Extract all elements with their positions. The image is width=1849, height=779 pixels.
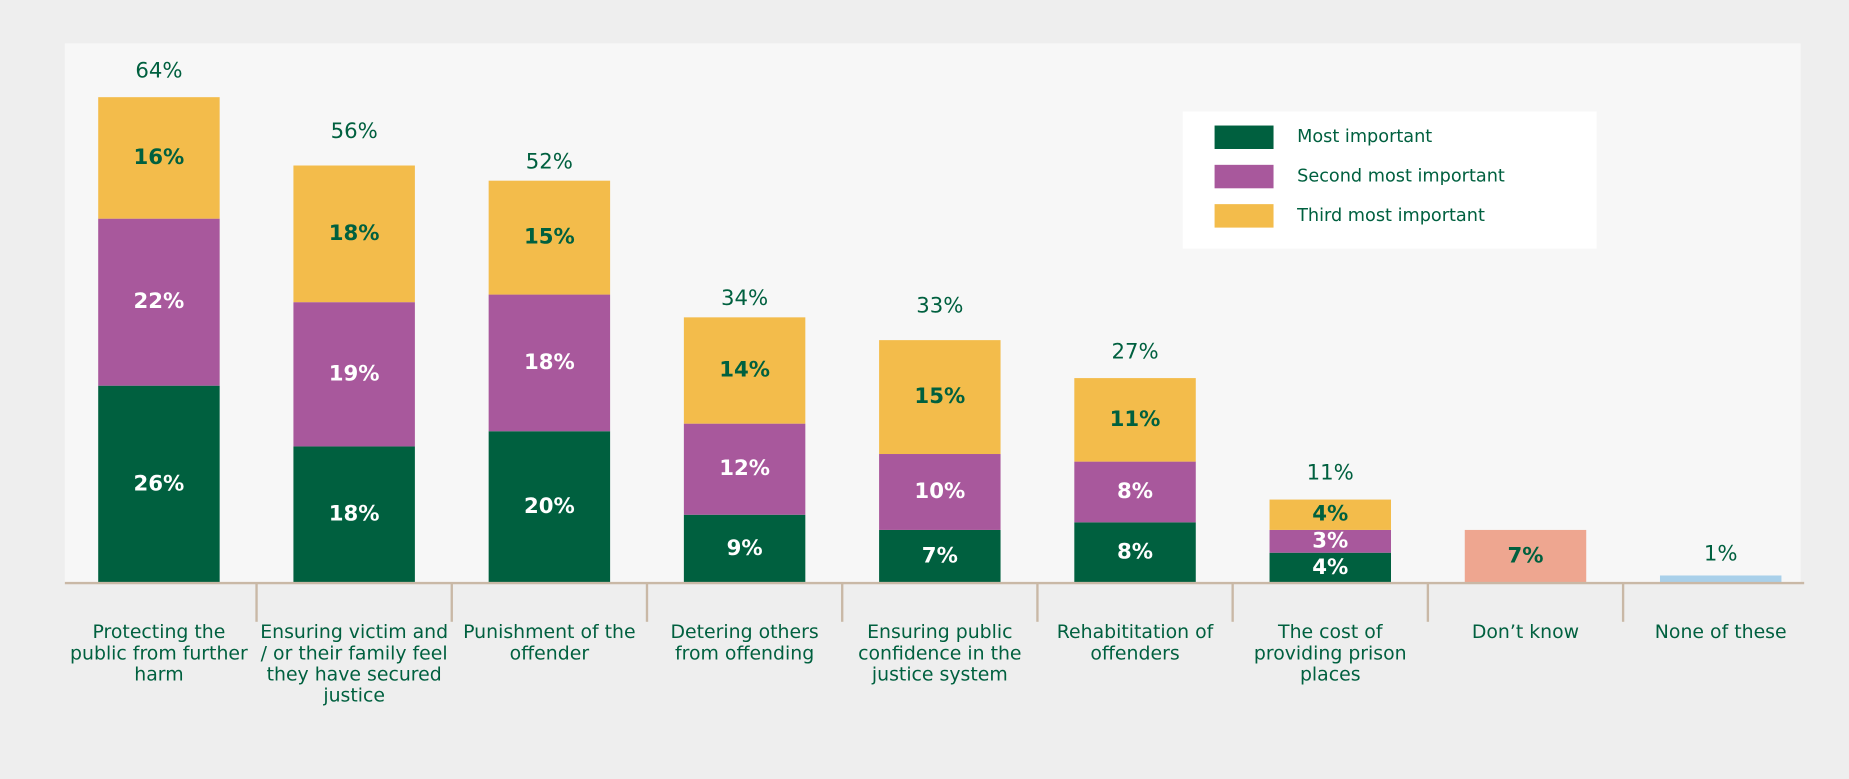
bar-segment — [488, 180, 611, 295]
bar-segment — [879, 340, 1001, 455]
x-tick-label: The cost of providing prison places — [1253, 620, 1407, 686]
segment-label: 12% — [719, 455, 770, 480]
total-label: 11% — [1307, 460, 1354, 485]
segment-label: 16% — [134, 144, 185, 169]
segment-label: 15% — [524, 224, 575, 249]
segment-label: 4% — [1312, 501, 1348, 526]
segment-label: 4% — [1312, 554, 1348, 579]
total-label: 27% — [1111, 338, 1158, 363]
legend-swatch — [1214, 125, 1274, 149]
x-tick-label: Don’t know — [1471, 620, 1580, 643]
segment-label: 3% — [1312, 527, 1348, 552]
total-label: 34% — [721, 285, 768, 310]
bar-segment — [1269, 552, 1391, 584]
total-label: 56% — [331, 118, 378, 143]
bar-segment — [98, 385, 220, 584]
segment-label: 22% — [134, 288, 185, 313]
bar-segment — [683, 514, 806, 584]
bar-segment — [293, 165, 415, 303]
segment-label: 26% — [134, 470, 185, 495]
bar-segment — [98, 218, 220, 386]
bar-segment — [488, 431, 611, 584]
segment-label: 11% — [1110, 406, 1161, 431]
segment-label: 7% — [922, 543, 958, 568]
segment-label: 18% — [329, 501, 380, 526]
total-label: 52% — [526, 149, 573, 174]
total-label: 33% — [916, 293, 963, 318]
bar-segment — [98, 97, 220, 219]
segment-label: 15% — [914, 383, 965, 408]
legend-swatch — [1214, 164, 1274, 189]
legend-swatch — [1214, 204, 1274, 228]
bar-label: 1% — [1704, 540, 1738, 565]
bar-segment — [488, 294, 611, 432]
segment-label: 14% — [719, 357, 770, 382]
x-tick-label: Punishment of the offender — [463, 620, 636, 665]
x-tick-label: Protecting the public from further harm — [70, 620, 248, 686]
bar-segment — [683, 423, 806, 515]
x-tick-label: Rehabititation of offenders — [1056, 620, 1214, 665]
bar-segment — [293, 446, 415, 584]
bar — [1659, 575, 1782, 584]
segment-label: 8% — [1117, 478, 1153, 503]
bar-segment — [1074, 378, 1196, 462]
segment-label: 18% — [329, 220, 380, 245]
bar-segment — [1074, 461, 1196, 523]
x-tick-label: Detering others from offending — [670, 620, 819, 665]
legend-label: Third most important — [1296, 206, 1485, 226]
x-tick-label: Ensuring public confidence in the justic… — [858, 620, 1022, 686]
bar-segment — [1269, 529, 1391, 553]
bar-segment — [683, 317, 806, 424]
legend-label: Second most important — [1297, 167, 1505, 187]
x-tick-label: None of these — [1654, 620, 1787, 643]
x-tick-label: Ensuring victim and / or their family fe… — [260, 620, 449, 707]
segment-label: 10% — [914, 478, 965, 503]
segment-label: 20% — [524, 493, 575, 518]
segment-label: 9% — [727, 535, 763, 560]
bar-segment — [879, 529, 1001, 584]
legend-label: Most important — [1297, 127, 1432, 147]
bar-segment — [879, 454, 1001, 530]
bar — [1464, 529, 1587, 584]
segment-label: 18% — [524, 349, 575, 374]
bar-segment — [1269, 499, 1391, 530]
bar-segment — [1074, 522, 1196, 584]
bar-label: 7% — [1507, 543, 1543, 568]
total-label: 64% — [135, 57, 182, 82]
segment-label: 19% — [329, 360, 380, 385]
segment-label: 8% — [1117, 539, 1153, 564]
bar-segment — [293, 302, 415, 447]
